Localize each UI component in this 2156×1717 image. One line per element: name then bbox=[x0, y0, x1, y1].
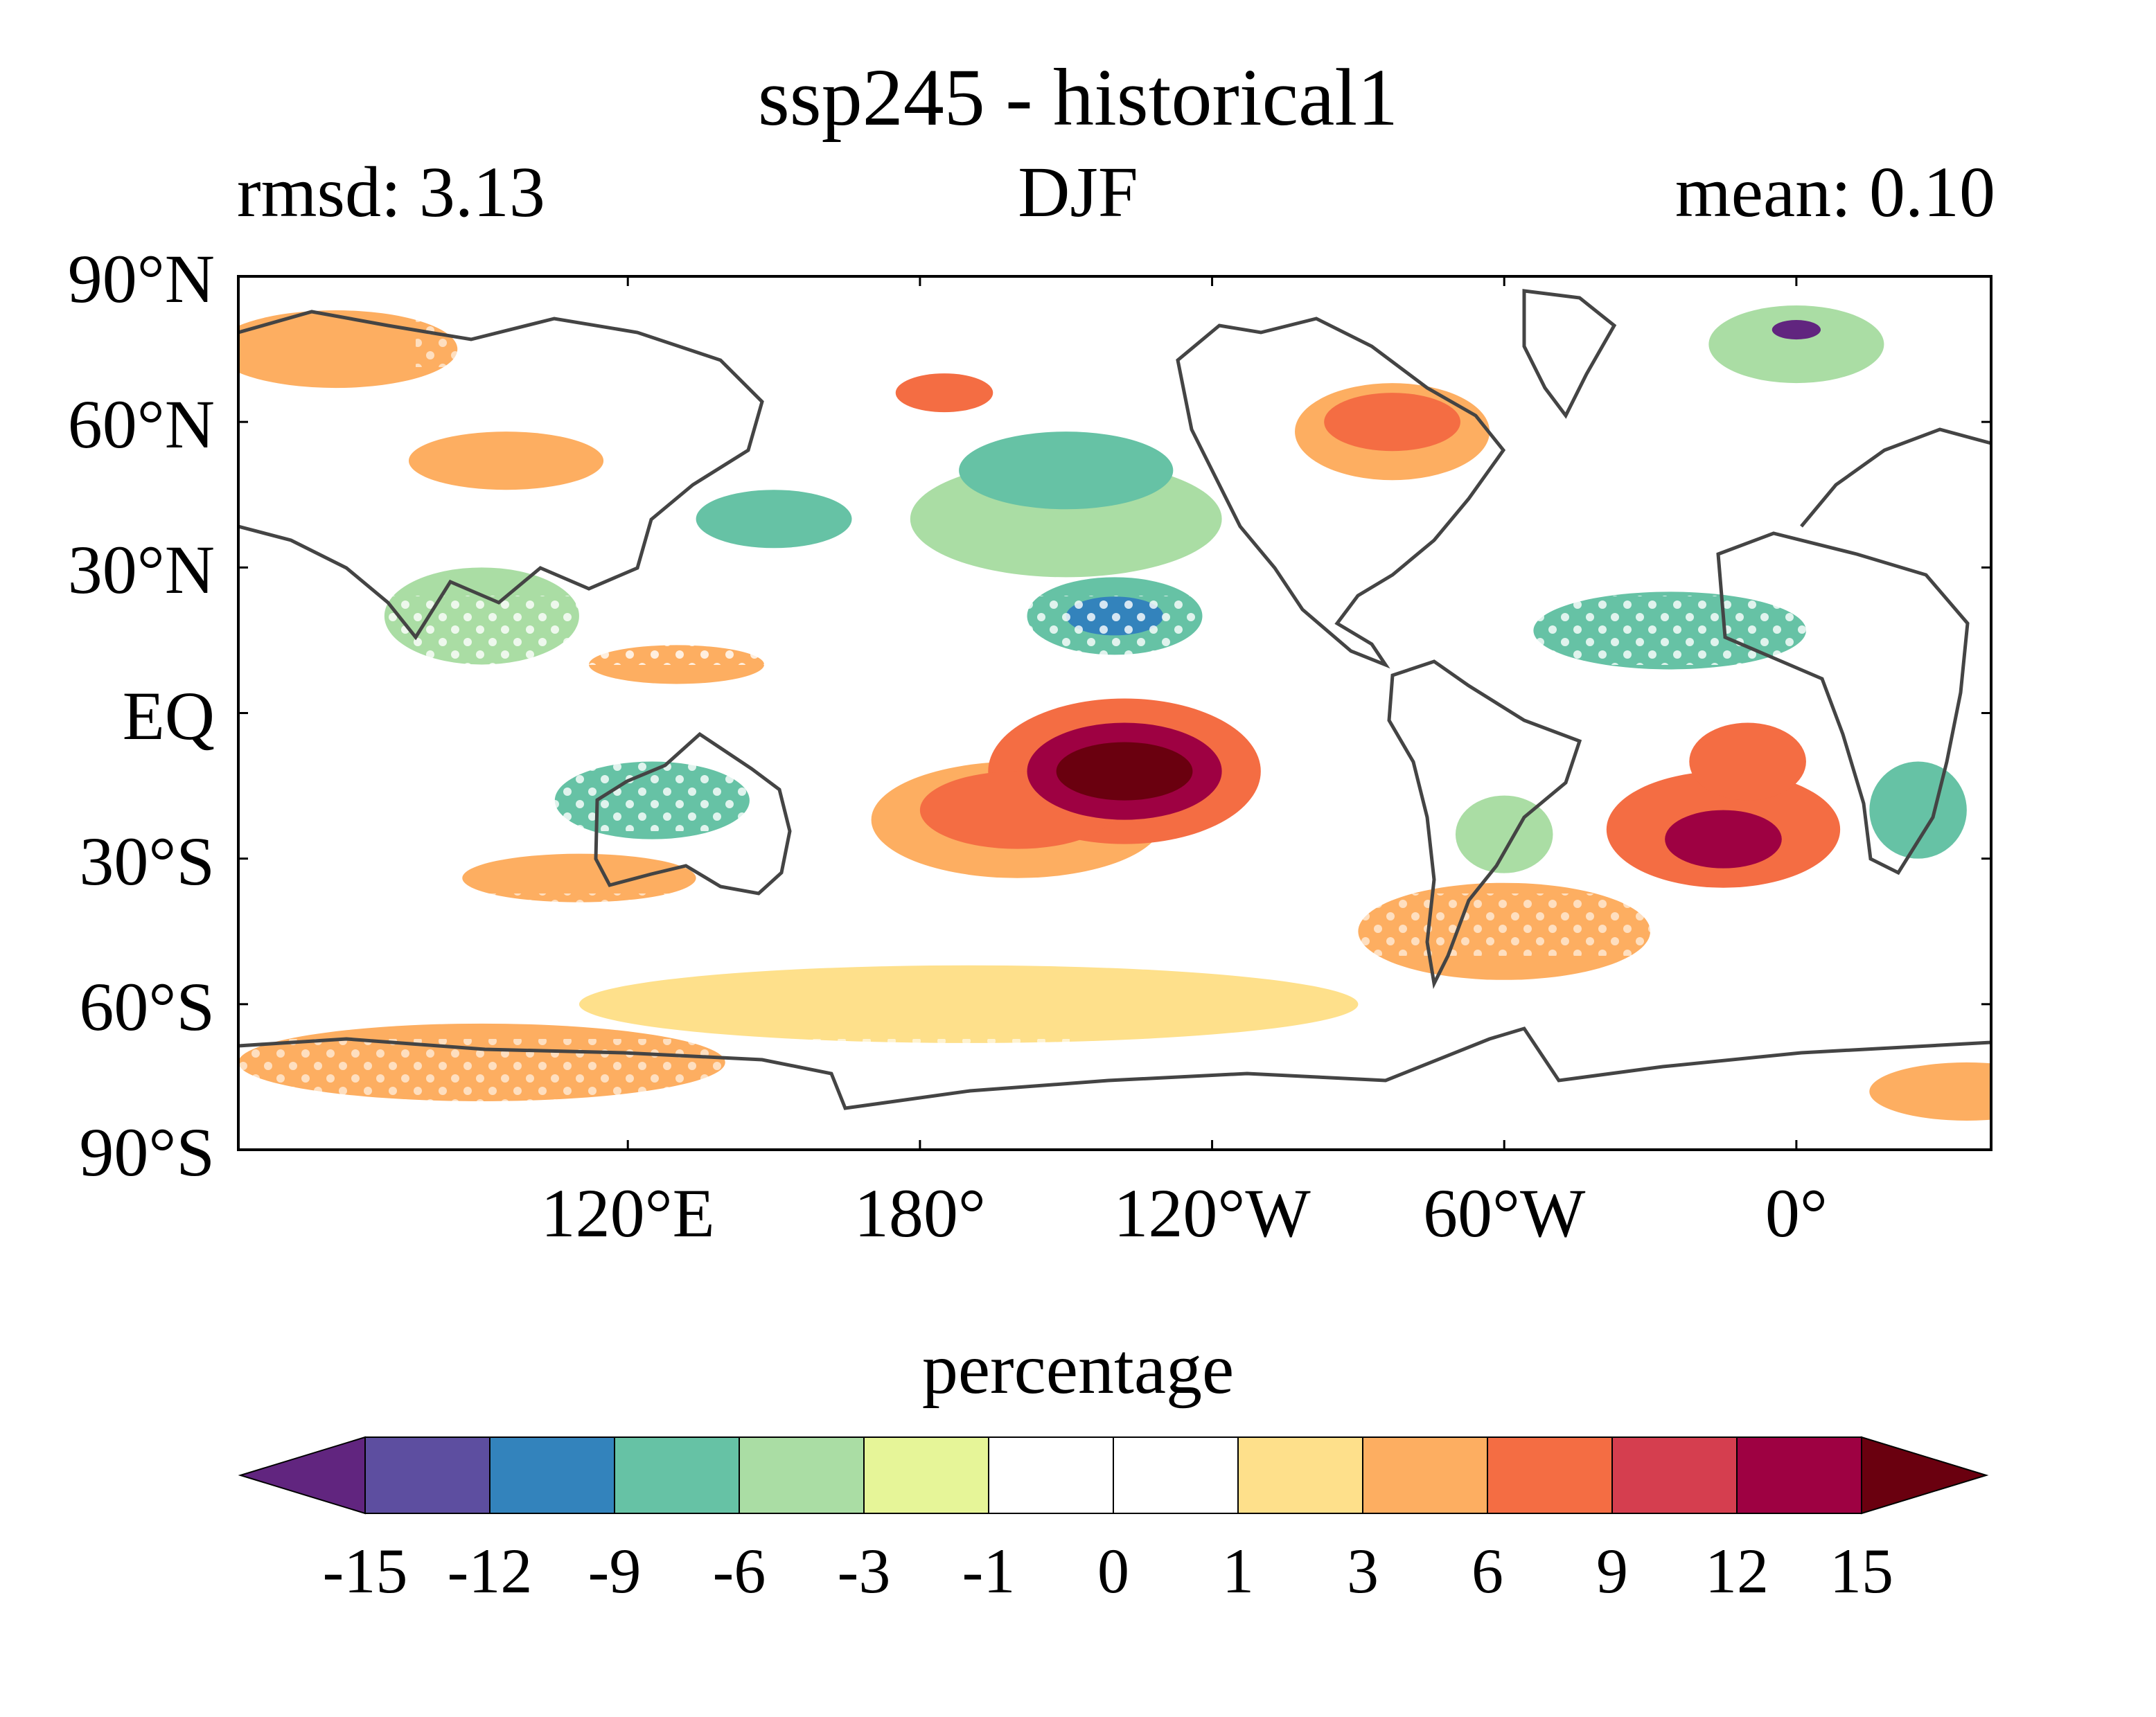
coast-africa bbox=[1716, 531, 1970, 875]
colorbar-swatch bbox=[364, 1436, 491, 1514]
colorbar-tick-label: 3 bbox=[1347, 1536, 1379, 1606]
lon-tick-label: 60°W bbox=[1423, 1175, 1586, 1252]
colorbar-swatch bbox=[739, 1436, 865, 1514]
anomaly-region bbox=[408, 432, 604, 490]
anomaly-region bbox=[1771, 320, 1821, 340]
anomaly-region bbox=[462, 853, 696, 902]
lat-tick-label: 30°S bbox=[79, 822, 215, 900]
colorbar bbox=[238, 1436, 1989, 1515]
lon-tick-label: 0° bbox=[1765, 1175, 1828, 1252]
anomaly-region bbox=[578, 965, 1359, 1043]
colorbar-swatch bbox=[1113, 1436, 1239, 1514]
mean-label: mean: 0.10 bbox=[1675, 152, 1995, 232]
axis-ticks bbox=[238, 275, 1991, 1151]
colorbar-label: percentage bbox=[921, 1329, 1235, 1409]
colorbar-swatch bbox=[1237, 1436, 1363, 1514]
colorbar-swatch bbox=[863, 1436, 989, 1514]
lon-tick-label: 120°W bbox=[1113, 1175, 1311, 1252]
rmsd-label: rmsd: 3.13 bbox=[237, 152, 545, 232]
colorbar-tick-label: -12 bbox=[447, 1536, 533, 1606]
anomaly-region bbox=[1869, 1062, 1991, 1121]
colorbar-tick-label: -6 bbox=[712, 1536, 766, 1606]
anomaly-region bbox=[959, 432, 1174, 510]
colorbar-swatch bbox=[1362, 1436, 1488, 1514]
colorbar-tick-label: -15 bbox=[322, 1536, 408, 1606]
colorbar-tick-label: -3 bbox=[837, 1536, 891, 1606]
colorbar-swatch bbox=[1487, 1436, 1613, 1514]
coast-europe bbox=[1800, 427, 1991, 528]
lat-tick-label: 60°N bbox=[67, 386, 215, 463]
lat-tick-label: 90°S bbox=[79, 1114, 215, 1191]
lon-tick-label: 180° bbox=[854, 1175, 986, 1252]
colorbar-extend-low bbox=[238, 1436, 366, 1515]
colorbar-swatch bbox=[1611, 1436, 1738, 1514]
anomaly-region bbox=[1056, 742, 1193, 801]
colorbar-tick-label: -9 bbox=[587, 1536, 642, 1606]
colorbar-tick-label: 6 bbox=[1472, 1536, 1503, 1606]
lon-tick-label: 120°E bbox=[540, 1175, 715, 1252]
map-title: ssp245 - historical1 bbox=[757, 52, 1399, 143]
anomaly-region bbox=[1665, 810, 1782, 869]
coast-south-america bbox=[1387, 659, 1582, 989]
colorbar-tick-label: 0 bbox=[1097, 1536, 1129, 1606]
coast-north-america bbox=[1176, 317, 1506, 669]
lat-tick-label: EQ bbox=[122, 677, 215, 754]
anomaly-region bbox=[895, 373, 993, 413]
lat-tick-label: 60°S bbox=[79, 968, 215, 1045]
colorbar-tick-label: 12 bbox=[1705, 1536, 1769, 1606]
anomaly-region bbox=[1689, 722, 1806, 801]
anomaly-region bbox=[238, 310, 458, 389]
lat-tick-label: 30°N bbox=[67, 531, 215, 609]
colorbar-tick-label: 15 bbox=[1830, 1536, 1893, 1606]
coast-eurasia bbox=[238, 310, 764, 641]
colorbar-tick-label: 9 bbox=[1596, 1536, 1628, 1606]
colorbar-swatch bbox=[614, 1436, 740, 1514]
colorbar-swatch bbox=[988, 1436, 1114, 1514]
colorbar-swatch bbox=[1736, 1436, 1862, 1514]
lat-tick-label: 90°N bbox=[67, 240, 215, 317]
season-label: DJF bbox=[1018, 152, 1138, 232]
coastlines bbox=[238, 289, 1991, 1110]
anomaly-region bbox=[696, 490, 852, 549]
coast-australia bbox=[594, 731, 792, 896]
coast-antarctica bbox=[238, 1026, 1991, 1110]
anomaly-region bbox=[1324, 393, 1460, 452]
coast-greenland bbox=[1522, 289, 1617, 419]
colorbar-tick-label: -1 bbox=[962, 1536, 1016, 1606]
colorbar-extend-high bbox=[1861, 1436, 1989, 1515]
colorbar-tick-label: 1 bbox=[1222, 1536, 1254, 1606]
anomaly-region bbox=[1708, 305, 1884, 384]
colorbar-swatch bbox=[489, 1436, 615, 1514]
